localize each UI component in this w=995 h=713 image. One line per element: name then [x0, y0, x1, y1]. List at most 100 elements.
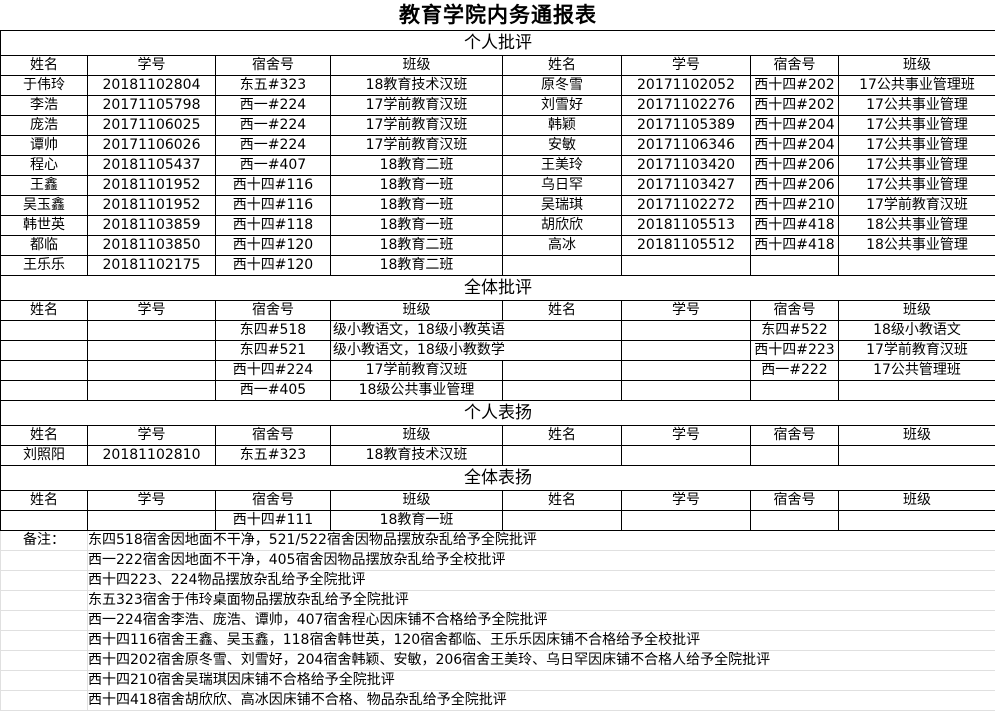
cell-class[interactable]: 18教育一班 [330, 195, 503, 216]
cell-name[interactable] [502, 360, 622, 381]
cell-class[interactable]: 18级小教语文 [838, 320, 995, 341]
cell-student-id[interactable]: 20171102276 [621, 95, 751, 116]
cell-name[interactable]: 庞浩 [0, 115, 88, 136]
cell-student-id[interactable] [621, 340, 751, 361]
cell-dorm[interactable]: 西十四#224 [215, 360, 331, 381]
cell-dorm[interactable]: 东五#323 [215, 75, 331, 96]
cell-class[interactable]: 18教育一班 [330, 175, 503, 196]
cell-name[interactable]: 安敏 [502, 135, 622, 156]
cell-name[interactable]: 乌日罕 [502, 175, 622, 196]
cell-dorm[interactable]: 西十四#118 [215, 215, 331, 236]
cell-class[interactable]: 17学前教育汉班 [330, 135, 503, 156]
cell-class[interactable]: 18教育一班 [330, 215, 503, 236]
cell-class[interactable]: 17公共事业管理 [838, 115, 995, 136]
cell-student-id[interactable]: 20171106346 [621, 135, 751, 156]
cell-dorm[interactable]: 西十四#111 [215, 510, 331, 531]
cell-name[interactable]: 于伟玲 [0, 75, 88, 96]
cell-class[interactable]: 17学前教育汉班 [330, 360, 503, 381]
cell-class[interactable]: 17学前教育汉班 [838, 340, 995, 361]
cell-student-id[interactable]: 20171102272 [621, 195, 751, 216]
cell-dorm[interactable]: 西十四#116 [215, 175, 331, 196]
cell-class[interactable]: 级小教语文，18级小教数学 [330, 340, 505, 361]
cell-dorm[interactable]: 西十四#223 [750, 340, 839, 361]
cell-name[interactable]: 程心 [0, 155, 88, 176]
cell-name[interactable]: 王乐乐 [0, 255, 88, 276]
cell-class[interactable]: 18教育二班 [330, 155, 503, 176]
cell-name[interactable]: 李浩 [0, 95, 88, 116]
cell-name[interactable] [0, 340, 88, 361]
cell-dorm[interactable]: 西十四#116 [215, 195, 331, 216]
cell-dorm[interactable]: 东四#522 [750, 320, 839, 341]
cell-class[interactable]: 18教育一班 [330, 510, 503, 531]
cell-class[interactable]: 17公共事业管理 [838, 175, 995, 196]
cell-name[interactable] [502, 380, 622, 401]
cell-name[interactable] [502, 445, 622, 466]
cell-name[interactable] [0, 510, 88, 531]
cell-student-id[interactable] [87, 380, 216, 401]
cell-student-id[interactable] [621, 360, 751, 381]
cell-name[interactable] [502, 510, 622, 531]
cell-dorm[interactable]: 西十四#206 [750, 155, 839, 176]
cell-dorm[interactable]: 西十四#120 [215, 235, 331, 256]
cell-name[interactable] [502, 255, 622, 276]
cell-student-id[interactable] [621, 255, 751, 276]
cell-dorm[interactable]: 西一#405 [215, 380, 331, 401]
cell-dorm[interactable]: 西十四#120 [215, 255, 331, 276]
cell-dorm[interactable]: 东五#323 [215, 445, 331, 466]
cell-dorm[interactable]: 西十四#418 [750, 235, 839, 256]
cell-class[interactable]: 18教育二班 [330, 235, 503, 256]
cell-student-id[interactable]: 20181105513 [621, 215, 751, 236]
cell-class[interactable]: 17公共事业管理班 [838, 75, 995, 96]
cell-class[interactable] [838, 380, 995, 401]
cell-name[interactable]: 吴瑞琪 [502, 195, 622, 216]
cell-dorm[interactable]: 西十四#210 [750, 195, 839, 216]
cell-class[interactable] [838, 510, 995, 531]
cell-class[interactable]: 级小教语文，18级小教英语 [330, 320, 505, 341]
cell-dorm[interactable]: 西十四#202 [750, 75, 839, 96]
cell-student-id[interactable]: 20171105389 [621, 115, 751, 136]
cell-dorm[interactable]: 西十四#204 [750, 135, 839, 156]
cell-dorm[interactable] [750, 510, 839, 531]
cell-student-id[interactable]: 20181103859 [87, 215, 216, 236]
cell-class[interactable]: 18教育技术汉班 [330, 75, 503, 96]
cell-student-id[interactable] [87, 340, 216, 361]
cell-dorm[interactable] [750, 380, 839, 401]
cell-dorm[interactable] [750, 255, 839, 276]
cell-name[interactable]: 吴玉鑫 [0, 195, 88, 216]
cell-name[interactable] [0, 320, 88, 341]
cell-dorm[interactable]: 西十四#204 [750, 115, 839, 136]
cell-name[interactable] [502, 340, 622, 361]
cell-student-id[interactable]: 20181102175 [87, 255, 216, 276]
cell-student-id[interactable]: 20171103427 [621, 175, 751, 196]
cell-dorm[interactable]: 东四#518 [215, 320, 331, 341]
cell-student-id[interactable] [621, 510, 751, 531]
cell-name[interactable]: 原冬雪 [502, 75, 622, 96]
cell-name[interactable]: 王鑫 [0, 175, 88, 196]
cell-class[interactable]: 17公共事业管理 [838, 135, 995, 156]
cell-name[interactable]: 韩世英 [0, 215, 88, 236]
cell-dorm[interactable] [750, 445, 839, 466]
cell-class[interactable] [838, 445, 995, 466]
cell-student-id[interactable] [87, 320, 216, 341]
cell-class[interactable]: 18教育二班 [330, 255, 503, 276]
cell-student-id[interactable]: 20181101952 [87, 175, 216, 196]
cell-dorm[interactable]: 西十四#206 [750, 175, 839, 196]
cell-dorm[interactable]: 西十四#202 [750, 95, 839, 116]
cell-dorm[interactable]: 西十四#418 [750, 215, 839, 236]
cell-class[interactable]: 17学前教育汉班 [330, 115, 503, 136]
cell-name[interactable]: 胡欣欣 [502, 215, 622, 236]
cell-student-id[interactable]: 20171105798 [87, 95, 216, 116]
cell-student-id[interactable]: 20181102804 [87, 75, 216, 96]
cell-student-id[interactable] [621, 320, 751, 341]
cell-student-id[interactable] [621, 380, 751, 401]
cell-student-id[interactable]: 20171106026 [87, 135, 216, 156]
cell-class[interactable]: 17学前教育汉班 [838, 195, 995, 216]
cell-student-id[interactable]: 20171103420 [621, 155, 751, 176]
cell-name[interactable] [0, 360, 88, 381]
cell-class[interactable]: 17公共事业管理 [838, 155, 995, 176]
cell-name[interactable]: 谭帅 [0, 135, 88, 156]
cell-name[interactable]: 刘照阳 [0, 445, 88, 466]
cell-class[interactable]: 18教育技术汉班 [330, 445, 503, 466]
cell-student-id[interactable]: 20181105512 [621, 235, 751, 256]
cell-student-id[interactable]: 20181103850 [87, 235, 216, 256]
